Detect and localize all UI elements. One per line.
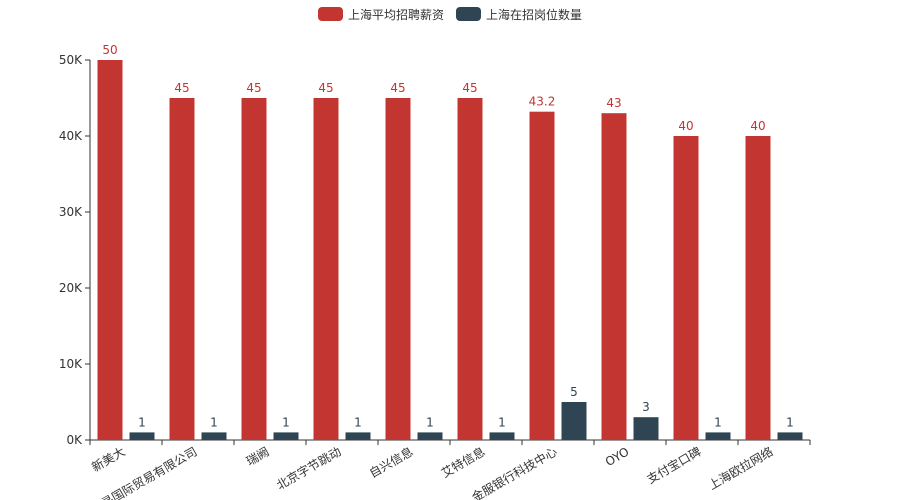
bar-count[interactable]	[489, 432, 515, 440]
bar-count[interactable]	[705, 432, 731, 440]
bar-salary[interactable]	[313, 98, 339, 440]
data-label-count: 5	[570, 385, 578, 399]
legend-item-salary[interactable]: 上海平均招聘薪资	[317, 6, 444, 23]
data-label-salary: 43	[606, 96, 621, 110]
bar-salary[interactable]	[745, 136, 771, 440]
bar-salary[interactable]	[169, 98, 195, 440]
data-label-count: 1	[714, 415, 722, 429]
data-label-count: 1	[354, 415, 362, 429]
legend-label-salary: 上海平均招聘薪资	[347, 7, 444, 22]
bar-count[interactable]	[777, 432, 803, 440]
data-label-salary: 50	[102, 43, 117, 57]
x-tick-label: 瑞阙	[244, 444, 272, 468]
data-label-count: 1	[210, 415, 218, 429]
bar-count[interactable]	[417, 432, 443, 440]
y-tick-label: 0K	[66, 433, 83, 447]
data-label-salary: 45	[462, 81, 477, 95]
x-tick-label: 自兴信息	[366, 444, 415, 481]
y-tick-label: 50K	[59, 53, 83, 67]
bar-salary[interactable]	[385, 98, 411, 440]
legend-item-count[interactable]: 上海在招岗位数量	[456, 6, 582, 23]
bar-salary[interactable]	[457, 98, 483, 440]
bar-salary[interactable]	[241, 98, 267, 440]
bar-count[interactable]	[345, 432, 371, 440]
data-label-salary: 45	[318, 81, 333, 95]
y-tick-label: 10K	[59, 357, 83, 371]
data-label-salary: 45	[174, 81, 189, 95]
bar-count[interactable]	[129, 432, 155, 440]
data-label-count: 1	[426, 415, 434, 429]
data-label-salary: 45	[246, 81, 261, 95]
bar-salary[interactable]	[97, 60, 123, 440]
y-tick-label: 30K	[59, 205, 83, 219]
data-label-count: 3	[642, 400, 650, 414]
data-label-salary: 40	[678, 119, 693, 133]
y-tick-label: 20K	[59, 281, 83, 295]
data-label-salary: 40	[750, 119, 765, 133]
bar-count[interactable]	[561, 402, 587, 440]
data-label-count: 1	[786, 415, 794, 429]
data-label-count: 1	[498, 415, 506, 429]
y-tick-label: 40K	[59, 129, 83, 143]
bar-count[interactable]	[201, 432, 227, 440]
data-label-salary: 45	[390, 81, 405, 95]
legend-swatch-count	[456, 7, 481, 21]
x-tick-label: 上海欧拉网络	[706, 444, 776, 493]
bar-salary[interactable]	[673, 136, 699, 440]
x-tick-label: OYO	[603, 444, 632, 469]
bar-count[interactable]	[273, 432, 299, 440]
data-label-count: 1	[282, 415, 290, 429]
x-tick-label: 艾特信息	[438, 444, 487, 481]
x-tick-label: 北京字节跳动	[274, 444, 344, 493]
bar-count[interactable]	[633, 417, 659, 440]
x-tick-label: 支付宝口碑	[644, 444, 703, 487]
legend-swatch-salary	[317, 7, 343, 21]
data-label-salary: 43.2	[529, 95, 556, 109]
bar-salary[interactable]	[529, 111, 555, 441]
legend-label-count: 上海在招岗位数量	[486, 7, 583, 22]
bar-salary[interactable]	[601, 113, 627, 440]
data-label-count: 1	[138, 415, 146, 429]
legend: 上海平均招聘薪资 上海在招岗位数量	[0, 4, 900, 24]
x-tick-label: 新美大	[89, 444, 128, 475]
